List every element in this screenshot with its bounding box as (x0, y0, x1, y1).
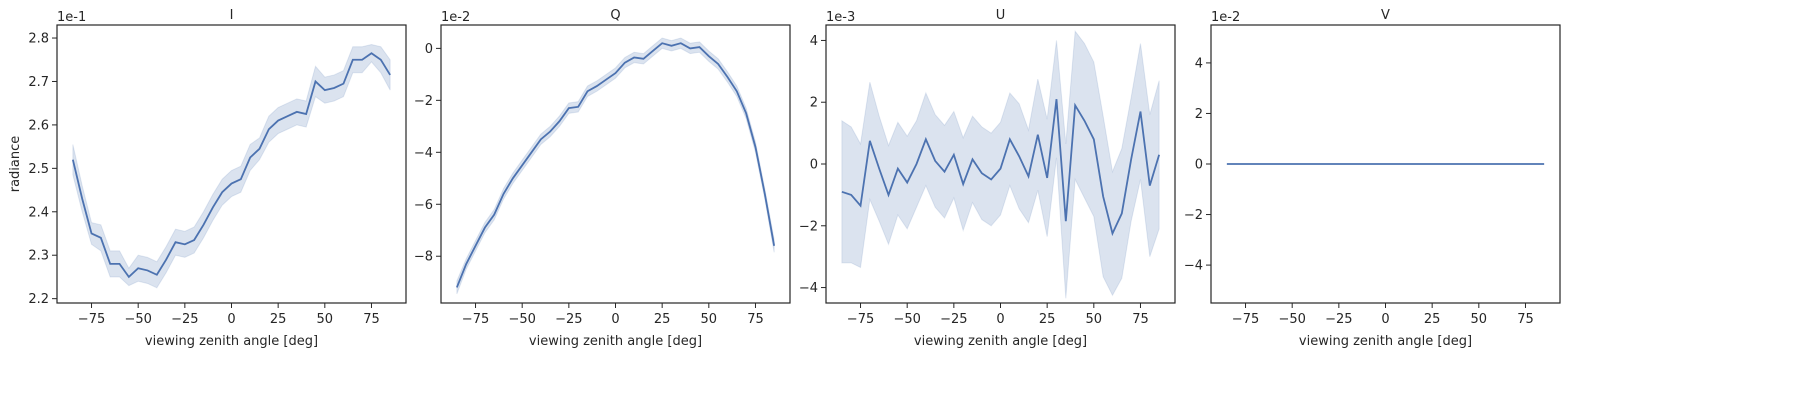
x-tick-label: −25 (940, 312, 967, 327)
x-tick-label: 0 (611, 312, 619, 327)
y-tick-label: 0 (810, 158, 818, 173)
x-tick-label: −75 (78, 312, 105, 327)
subplot-title: U (996, 8, 1006, 23)
x-tick-label: 50 (701, 312, 718, 327)
offset-label: 1e-2 (1211, 10, 1240, 25)
y-tick-label: −4 (1184, 259, 1203, 274)
line (841, 99, 1161, 237)
confidence-band (841, 29, 1160, 299)
x-axis-label: viewing zenith angle [deg] (914, 334, 1087, 349)
x-axis-label: viewing zenith angle [deg] (529, 334, 702, 349)
x-tick-label: 75 (1132, 312, 1149, 327)
x-tick-label: −50 (124, 312, 151, 327)
y-tick-label: 2.5 (28, 162, 49, 177)
x-tick-label: 75 (747, 312, 764, 327)
y-tick-label: 2.7 (28, 75, 49, 90)
y-tick-label: −6 (414, 198, 433, 213)
x-tick-label: 25 (270, 312, 287, 327)
x-tick-label: −75 (462, 312, 489, 327)
subplot-title: Q (610, 8, 620, 23)
subplot-title: V (1381, 8, 1390, 23)
x-tick-label: 75 (363, 312, 380, 327)
x-tick-label: 50 (1471, 312, 1488, 327)
x-tick-label: −25 (555, 312, 582, 327)
y-tick-label: 2.4 (28, 205, 49, 220)
y-tick-label: −4 (799, 281, 818, 296)
y-tick-label: −8 (414, 250, 433, 265)
confidence-band (72, 44, 391, 289)
y-tick-label: 2.8 (28, 32, 49, 47)
y-tick-label: 2.2 (28, 292, 49, 307)
y-tick-label: 4 (810, 34, 818, 49)
x-tick-label: 0 (227, 312, 235, 327)
y-tick-label: 4 (1195, 56, 1203, 71)
x-tick-label: 25 (1039, 312, 1056, 327)
x-tick-label: −50 (508, 312, 535, 327)
y-tick-label: 2.6 (28, 118, 49, 133)
offset-label: 1e-3 (826, 10, 855, 25)
y-tick-label: −4 (414, 146, 433, 161)
x-tick-label: −25 (1325, 312, 1352, 327)
x-tick-label: 25 (654, 312, 671, 327)
x-tick-label: −75 (847, 312, 874, 327)
x-tick-label: 0 (1381, 312, 1389, 327)
axes-frame (440, 24, 791, 304)
y-tick-label: 2 (810, 96, 818, 111)
y-tick-label: −2 (1184, 208, 1203, 223)
x-tick-label: −50 (1278, 312, 1305, 327)
x-tick-label: 0 (996, 312, 1004, 327)
y-tick-label: 0 (425, 42, 433, 57)
confidence-band (456, 37, 775, 295)
x-tick-label: −75 (1232, 312, 1259, 327)
line (456, 42, 776, 288)
x-axis-label: viewing zenith angle [deg] (145, 334, 318, 349)
x-tick-label: 50 (317, 312, 334, 327)
x-tick-label: 50 (1086, 312, 1103, 327)
y-tick-label: 0 (1195, 158, 1203, 173)
y-tick-label: −2 (799, 219, 818, 234)
x-tick-label: 75 (1517, 312, 1534, 327)
y-tick-label: −2 (414, 94, 433, 109)
x-tick-label: −25 (171, 312, 198, 327)
y-tick-label: 2 (1195, 107, 1203, 122)
line (71, 52, 391, 279)
offset-label: 1e-2 (441, 10, 470, 25)
x-tick-label: −50 (893, 312, 920, 327)
offset-label: 1e-1 (57, 10, 86, 25)
y-tick-label: 2.3 (28, 249, 49, 264)
subplot-title: I (230, 8, 234, 23)
y-axis-label: radiance (8, 136, 23, 193)
x-tick-label: 25 (1424, 312, 1441, 327)
x-axis-label: viewing zenith angle [deg] (1299, 334, 1472, 349)
